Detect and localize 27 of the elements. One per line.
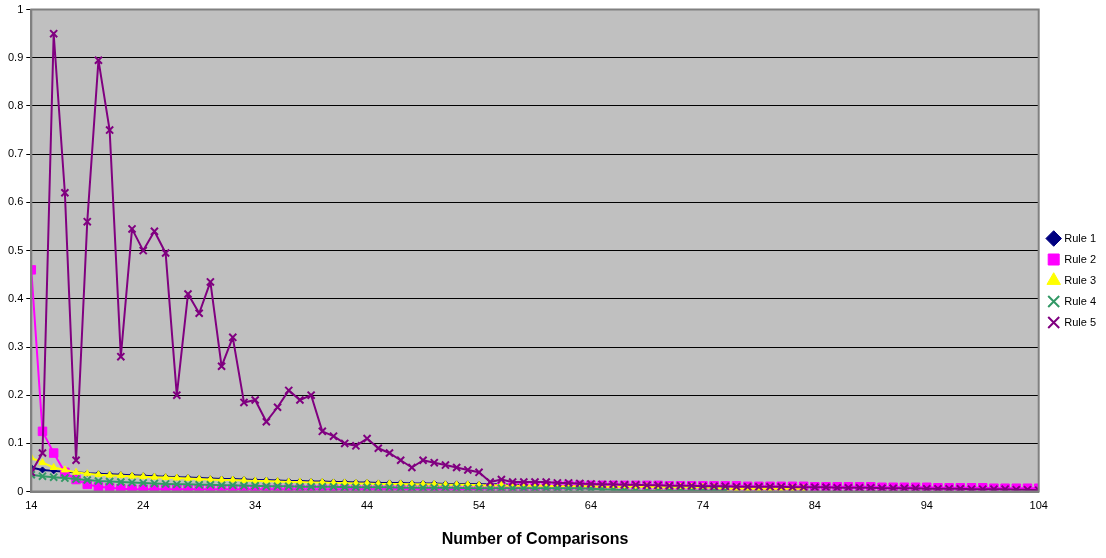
y-tick-label: 0.7	[7, 147, 24, 160]
x-axis-title: Number of Comparisons	[441, 529, 629, 547]
y-tick-label: 0.4	[7, 291, 24, 304]
legend-label: Rule 5	[1064, 315, 1096, 328]
x-tick-label: 24	[137, 499, 150, 512]
x-tick-label: 84	[808, 499, 821, 512]
y-tick-label: 0.6	[7, 195, 24, 208]
y-tick-label: 0.3	[7, 340, 24, 353]
legend-label: Rule 2	[1064, 252, 1096, 265]
x-tick-label: 14	[25, 499, 38, 512]
y-tick-label: 0.5	[7, 243, 24, 256]
legend-label: Rule 3	[1064, 273, 1096, 286]
legend-label: Rule 4	[1064, 294, 1096, 307]
y-tick-label: 0.1	[7, 436, 24, 449]
y-tick-label: 0.2	[7, 388, 24, 401]
x-tick-label: 74	[696, 499, 710, 512]
x-tick-label: 44	[360, 499, 374, 512]
x-tick-label: 104	[1029, 499, 1048, 512]
x-tick-label: 94	[920, 499, 933, 512]
y-tick-label: 1	[17, 2, 24, 15]
legend-label: Rule 1	[1064, 231, 1096, 244]
x-tick-label: 64	[584, 499, 598, 512]
y-tick-label: 0.9	[7, 50, 24, 63]
x-tick-label: 34	[249, 499, 262, 512]
y-tick-label: 0	[17, 484, 24, 497]
x-tick-label: 54	[472, 499, 486, 512]
y-tick-label: 0.8	[7, 99, 24, 112]
